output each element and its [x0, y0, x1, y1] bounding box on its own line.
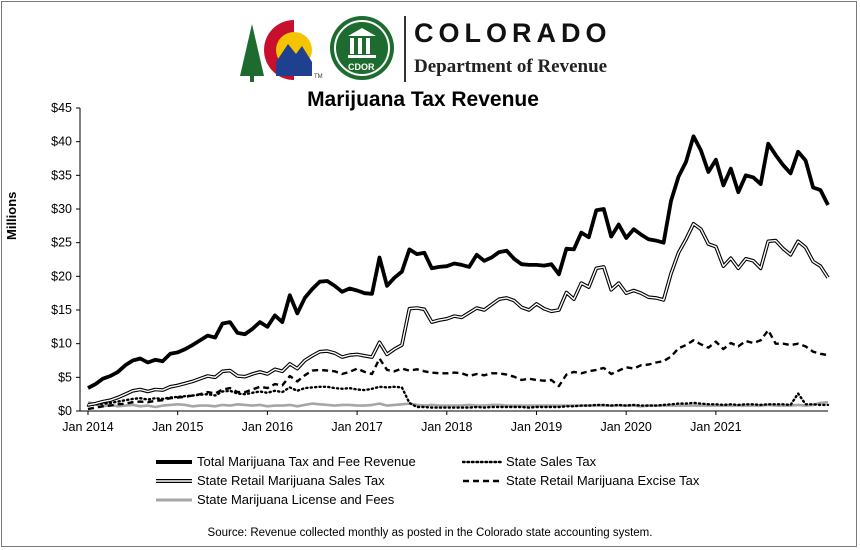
- legend-label-license-fees: State Marijuana License and Fees: [197, 492, 395, 507]
- legend-swatch-state-sales-tax: [462, 460, 502, 463]
- legend-swatch-retail-sales-tax: [156, 478, 192, 483]
- source-note: Source: Revenue collected monthly as pos…: [207, 527, 653, 539]
- series-line-retail-sales-tax-inner: [87, 223, 829, 406]
- x-tick-label: Jan 2021: [690, 420, 741, 434]
- series-line-license-fees: [87, 400, 829, 409]
- colorado-flag-icon: [240, 16, 406, 82]
- y-tick-label: $0: [58, 404, 72, 418]
- series-line-total: [87, 134, 830, 390]
- legend-label-state-sales-tax: State Sales Tax: [506, 454, 597, 469]
- cdor-logo: CDOR TM: [232, 10, 632, 86]
- legend-label-excise-tax: State Retail Marijuana Excise Tax: [506, 473, 700, 488]
- legend-label-retail-sales-tax: State Retail Marijuana Sales Tax: [197, 473, 385, 488]
- chart-axes: $0 $5 $10 $15 $20 $25 $30 $35 $40 $45 Jan 2014 Jan …: [51, 101, 828, 434]
- y-tick-label: $30: [51, 202, 72, 216]
- legend-item-license-fees: State Marijuana License and Fees: [155, 492, 394, 507]
- trademark-mark: TM: [314, 74, 323, 80]
- x-tick-label: Jan 2020: [600, 420, 651, 434]
- legend-item-state-sales-tax: State Sales Tax: [462, 454, 596, 469]
- legend-swatch-excise-tax: [463, 479, 501, 482]
- y-tick-label: $40: [51, 135, 72, 149]
- x-tick-label: Jan 2016: [242, 420, 293, 434]
- y-tick-label: $25: [51, 236, 72, 250]
- y-tick-label: $20: [51, 269, 72, 283]
- legend-swatch-license-fees: [156, 498, 192, 501]
- series-line-excise-tax: [87, 329, 829, 411]
- y-tick-label: $45: [51, 101, 72, 115]
- x-tick-label: Jan 2017: [331, 420, 382, 434]
- y-tick-label: $10: [51, 337, 72, 351]
- agency-name: COLORADO: [414, 18, 612, 48]
- chart-series: [86, 134, 830, 411]
- x-tick-label: Jan 2018: [421, 420, 472, 434]
- cdor-badge-text: CDOR: [348, 62, 375, 72]
- x-tick-label: Jan 2014: [62, 420, 113, 434]
- chart-title: Marijuana Tax Revenue: [307, 88, 539, 111]
- y-tick-label: $5: [58, 370, 72, 384]
- y-tick-label: $35: [51, 168, 72, 182]
- x-tick-label: Jan 2019: [511, 420, 562, 434]
- legend-item-excise-tax: State Retail Marijuana Excise Tax: [462, 473, 699, 488]
- legend-item-retail-sales-tax: State Retail Marijuana Sales Tax: [155, 473, 385, 488]
- x-tick-label: Jan 2015: [152, 420, 203, 434]
- legend-swatch-total: [156, 459, 192, 464]
- legend-item-total: Total Marijuana Tax and Fee Revenue: [155, 454, 416, 469]
- agency-subtitle: Department of Revenue: [414, 56, 608, 77]
- legend-label-total: Total Marijuana Tax and Fee Revenue: [197, 454, 416, 469]
- series-line-state-sales-tax: [86, 385, 830, 409]
- y-tick-label: $15: [51, 303, 72, 317]
